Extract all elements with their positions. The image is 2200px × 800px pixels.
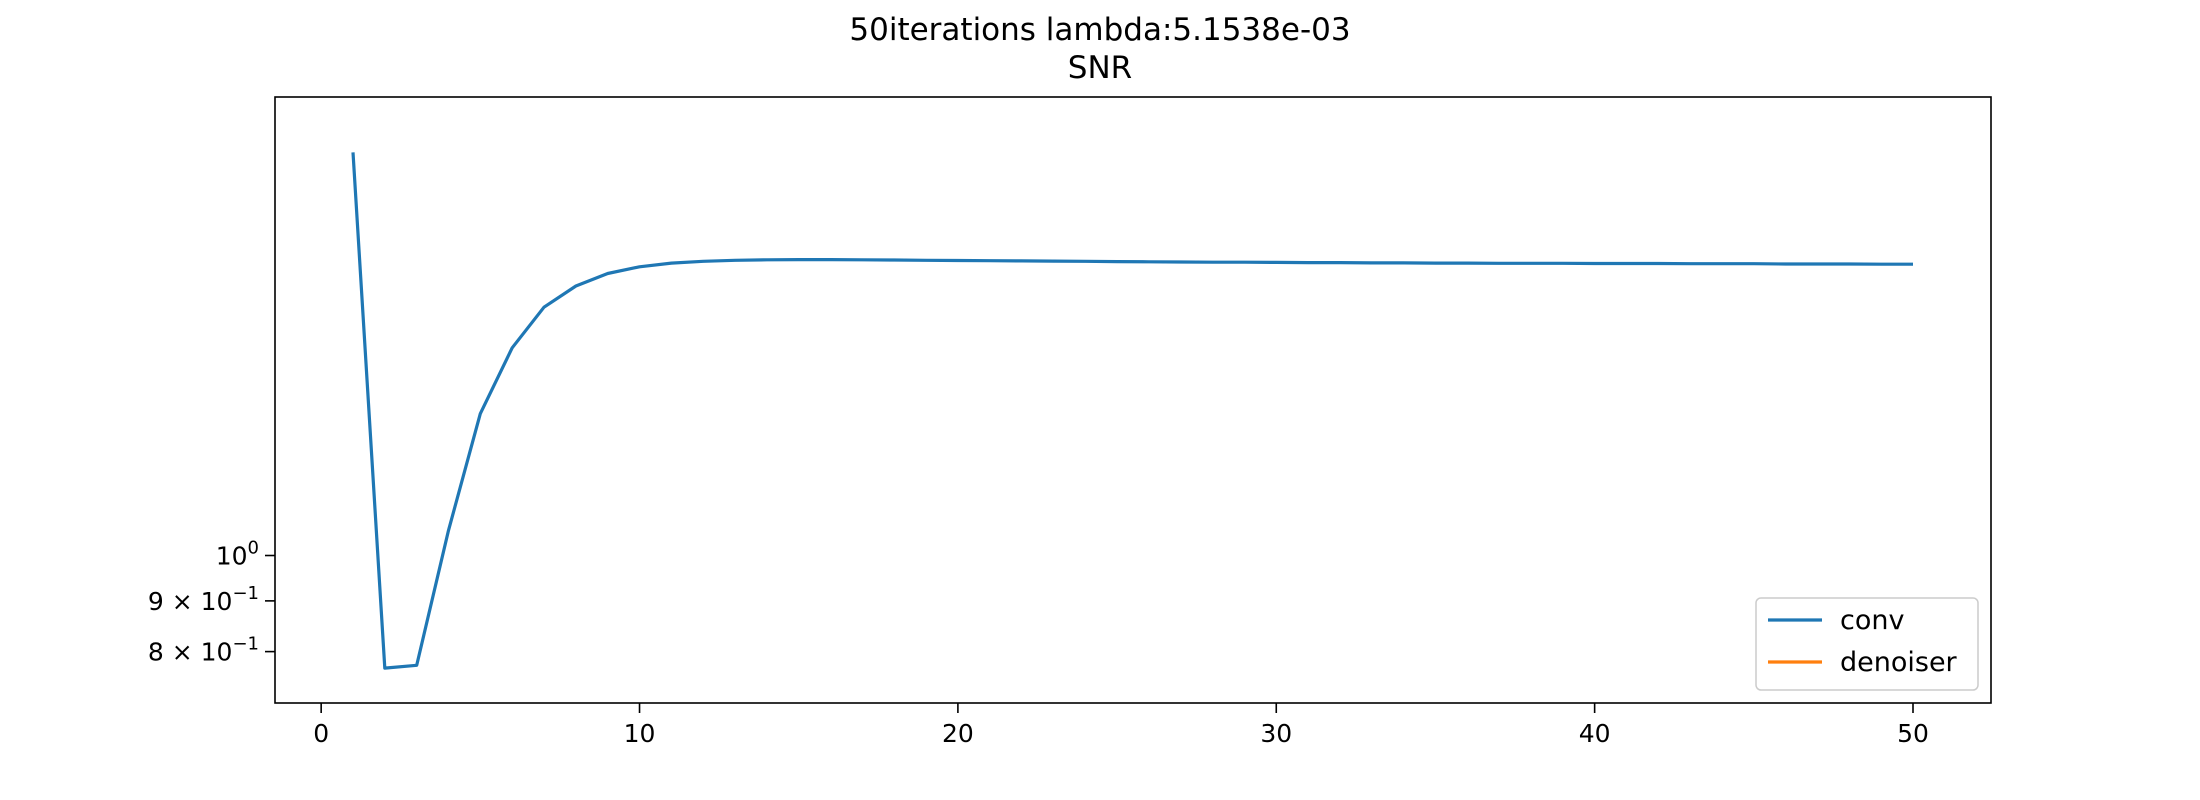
x-tick-label: 30 [1260,719,1292,748]
x-tick-label: 50 [1897,719,1929,748]
plot-area [351,152,1913,670]
y-tick-label: 9 × 10−1 [148,583,259,616]
y-tick-exponent: 0 [248,538,259,559]
x-tick-label: 10 [624,719,656,748]
legend: conv denoiser [1755,597,1979,691]
x-tick-label: 20 [942,719,974,748]
axes-frame [274,96,1992,704]
chart-subtitle: SNR [1068,50,1132,86]
legend-label-denoiser: denoiser [1840,647,1958,678]
x-tick-label: 0 [313,719,329,748]
series-line-conv [351,152,1913,670]
legend-label-conv: conv [1840,605,1904,636]
y-tick-label: 8 × 10−1 [148,634,259,667]
y-tick-base: 8 × 10 [148,638,233,667]
y-tick-base: 10 [216,542,248,571]
y-tick-base: 9 × 10 [148,587,233,616]
y-tick-exponent: −1 [232,583,259,604]
y-tick-label: 100 [216,538,259,571]
x-tick-label: 40 [1579,719,1611,748]
y-tick-exponent: −1 [232,634,259,655]
chart-title: 50iterations lambda:5.1538e-03 [849,12,1350,48]
x-axis: 0 10 20 30 40 50 [313,703,1929,748]
